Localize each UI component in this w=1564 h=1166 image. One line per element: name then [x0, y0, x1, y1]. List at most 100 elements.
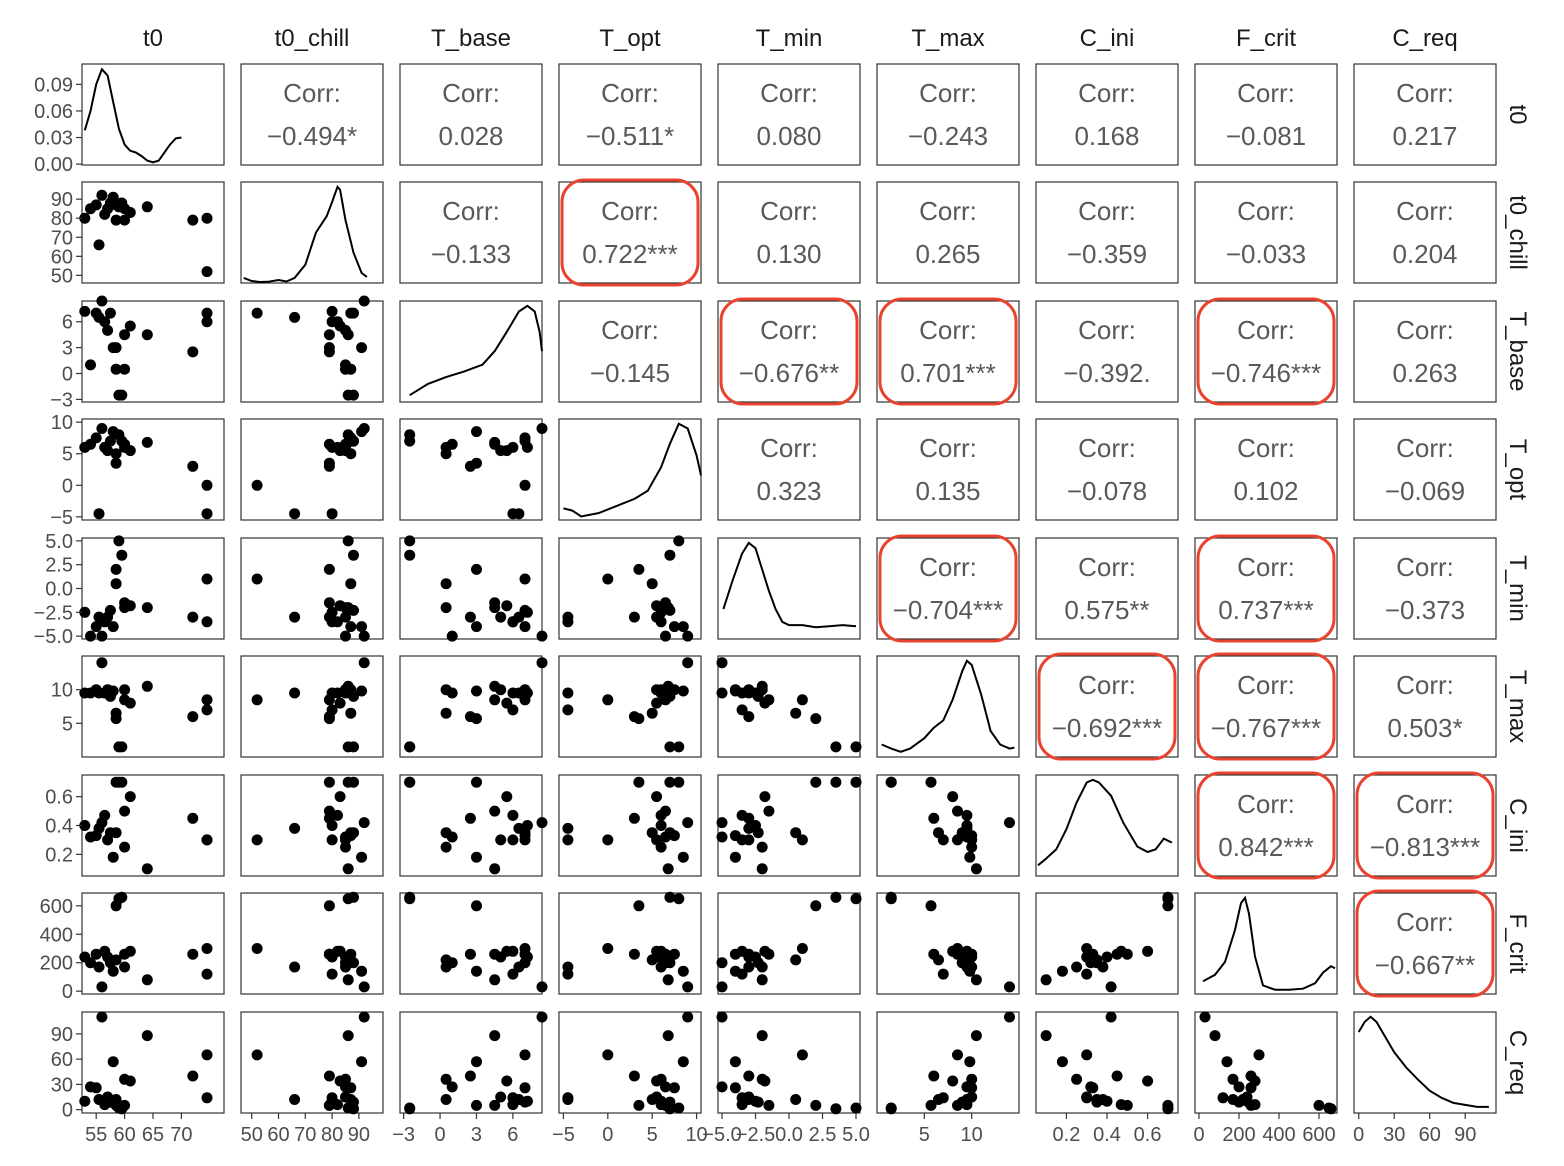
scatter-point [970, 974, 982, 986]
scatter-point [716, 831, 728, 843]
corr-label: Corr: [1078, 315, 1136, 345]
scatter-point [850, 1102, 862, 1114]
panel: Corr: 0.575** [1035, 537, 1179, 640]
x-tick-label: 5 [919, 1124, 930, 1146]
y-tick-label: 90 [51, 1024, 73, 1046]
scatter-point [1245, 1070, 1257, 1082]
scatter-point [562, 822, 574, 834]
corr-label: Corr: [919, 315, 977, 345]
scatter-point [501, 945, 513, 957]
corr-value: −0.767*** [1211, 713, 1322, 743]
scatter-point [471, 900, 482, 912]
scatter-point [495, 611, 507, 623]
scatter-point [358, 981, 370, 993]
panel [558, 891, 702, 995]
panel-frame [876, 181, 1020, 284]
panel [79, 774, 225, 877]
panel: Corr: −0.704*** [876, 534, 1020, 643]
panel: Corr: 0.265 [876, 181, 1020, 284]
panel: Corr: 0.204 [1353, 181, 1497, 284]
scatter-point [345, 707, 357, 719]
corr-label: Corr: [1396, 907, 1454, 937]
scatter-point [664, 891, 676, 903]
scatter-point [925, 1099, 937, 1111]
scatter-point [345, 621, 357, 633]
panel: Corr: 0.722*** [558, 178, 702, 287]
scatter-point [790, 954, 802, 966]
scatter-point [342, 863, 354, 875]
panel-frame [1353, 300, 1497, 403]
scatter-point [562, 616, 574, 628]
scatter-point [655, 820, 667, 831]
x-tick-label: 600 [1302, 1124, 1335, 1146]
density-curve [243, 184, 368, 284]
panel-frame [558, 181, 702, 284]
corr-label: Corr: [1396, 789, 1454, 819]
scatter-point [201, 834, 213, 846]
scatter-point [348, 307, 359, 319]
corr-label: Corr: [1078, 433, 1136, 463]
scatter-point [651, 1075, 663, 1087]
panel-frame [240, 892, 384, 995]
scatter-point [507, 1092, 519, 1104]
scatter-point [289, 611, 301, 623]
scatter-point [716, 817, 728, 829]
corr-value: 0.323 [756, 476, 821, 506]
scatter-point [562, 834, 574, 846]
corr-label: Corr: [601, 315, 659, 345]
scatter-point [651, 600, 663, 612]
scatter-point [961, 809, 973, 821]
scatter-point [85, 957, 96, 969]
y-tick-label: 2.5 [45, 555, 73, 577]
scatter-point [251, 573, 263, 585]
y-tick-label: 30 [51, 1074, 73, 1096]
corr-value: −0.145 [590, 358, 670, 388]
panel-frame [399, 655, 543, 758]
density-curve [881, 659, 1015, 753]
panel-frame [717, 537, 861, 640]
y-tick-label: 0.06 [34, 101, 73, 123]
scatter-point [323, 1070, 335, 1082]
corr-label: Corr: [919, 196, 977, 226]
scatter-point [116, 741, 128, 753]
scatter-point [752, 827, 764, 839]
scatter-point [562, 968, 574, 980]
scatter-point [358, 1011, 370, 1023]
scatter-point [404, 776, 416, 788]
panel-frame [876, 892, 1020, 995]
column-strip-label: T_min [756, 25, 823, 52]
scatter-point [602, 943, 614, 954]
scatter-point [628, 711, 640, 723]
column-strip-label: t0_chill [275, 25, 350, 52]
y-tick-label: 90 [51, 189, 73, 211]
scatter-point [489, 974, 501, 986]
scatter-point [96, 189, 108, 201]
scatter-point [93, 961, 105, 973]
scatter-point [1004, 1011, 1015, 1023]
x-tick-label: −5 [552, 1124, 575, 1146]
panel [558, 535, 702, 642]
corr-value: 0.217 [1392, 121, 1457, 151]
panel: Corr: −0.494* [240, 63, 384, 166]
scatter-point [602, 1049, 614, 1061]
scatter-point [628, 1070, 640, 1082]
scatter-point [716, 981, 728, 993]
highlight-outline [1196, 534, 1336, 643]
scatter-point [651, 697, 663, 709]
scatter-point [682, 981, 694, 993]
scatter-point [187, 1070, 199, 1082]
corr-label: Corr: [1237, 315, 1295, 345]
scatter-point [471, 621, 482, 633]
scatter-point [201, 704, 213, 716]
scatter-point [348, 741, 359, 753]
scatter-point [646, 827, 658, 839]
x-tick-label: 2.5 [809, 1124, 837, 1146]
panel [399, 774, 548, 877]
scatter-point [662, 1030, 674, 1042]
corr-label: Corr: [1237, 789, 1295, 819]
density-curve [722, 541, 857, 629]
scatter-point [404, 1103, 416, 1115]
panel-frame [717, 63, 861, 166]
scatter-point [85, 359, 96, 371]
